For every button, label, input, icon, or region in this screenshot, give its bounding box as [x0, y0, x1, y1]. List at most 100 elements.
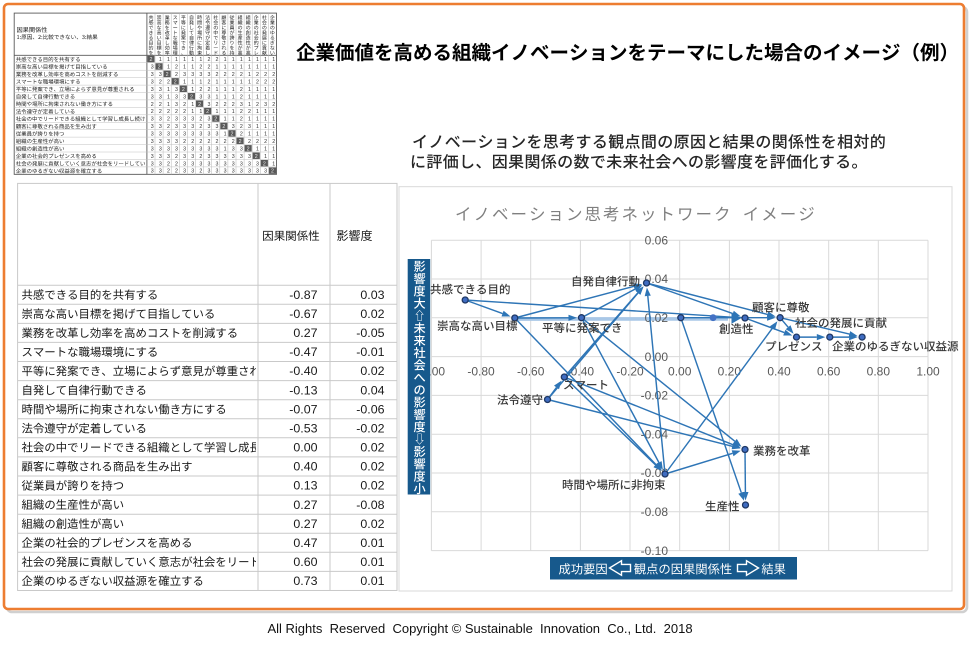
svg-text:1: 1 [264, 87, 267, 93]
svg-text:3: 3 [191, 154, 194, 160]
svg-text:1: 1 [216, 87, 219, 93]
svg-text:2: 2 [167, 79, 170, 85]
svg-text:1: 1 [216, 65, 219, 71]
svg-text:3: 3 [248, 154, 251, 160]
svg-text:3: 3 [183, 94, 186, 100]
svg-text:1: 1 [224, 79, 227, 85]
svg-text:3: 3 [207, 72, 210, 78]
svg-text:0.27: 0.27 [293, 517, 317, 531]
svg-text:2: 2 [216, 102, 219, 108]
svg-text:1: 1 [272, 109, 275, 115]
svg-text:2: 2 [199, 124, 202, 130]
svg-text:3: 3 [216, 169, 219, 175]
svg-text:2: 2 [255, 154, 258, 160]
svg-text:3: 3 [183, 146, 186, 152]
svg-text:2: 2 [182, 87, 185, 93]
svg-text:-0.67: -0.67 [289, 307, 317, 321]
svg-text:1: 1 [224, 94, 227, 100]
svg-text:3: 3 [175, 139, 178, 145]
svg-text:1: 1 [272, 87, 275, 93]
svg-text:3: 3 [216, 132, 219, 138]
svg-text:3: 3 [183, 124, 186, 130]
svg-text:3: 3 [151, 146, 154, 152]
svg-text:1: 1 [199, 109, 202, 115]
svg-text:1: 1 [240, 57, 243, 63]
svg-text:1: 1 [224, 87, 227, 93]
svg-text:3: 3 [175, 94, 178, 100]
svg-text:-0.47: -0.47 [289, 345, 317, 359]
svg-text:2: 2 [175, 161, 178, 167]
svg-text:0.02: 0.02 [360, 517, 384, 531]
svg-text:3: 3 [264, 169, 267, 175]
svg-text:3: 3 [151, 87, 154, 93]
svg-text:3: 3 [224, 161, 227, 167]
svg-text:3: 3 [240, 102, 243, 108]
svg-text:2: 2 [224, 102, 227, 108]
svg-text:3: 3 [207, 146, 210, 152]
svg-text:2: 2 [175, 169, 178, 175]
svg-text:2: 2 [240, 72, 243, 78]
svg-text:2: 2 [216, 57, 219, 63]
svg-text:1: 1 [232, 117, 235, 123]
svg-text:3: 3 [159, 139, 162, 145]
svg-text:3: 3 [175, 87, 178, 93]
svg-text:1: 1 [248, 102, 251, 108]
svg-text:3: 3 [159, 72, 162, 78]
svg-text:0.02: 0.02 [360, 364, 384, 378]
svg-text:0.13: 0.13 [293, 479, 317, 493]
svg-text:3: 3 [191, 72, 194, 78]
svg-text:2: 2 [175, 72, 178, 78]
svg-text:1: 1 [256, 109, 259, 115]
svg-text:3: 3 [175, 124, 178, 130]
svg-text:2: 2 [190, 94, 193, 100]
svg-text:3: 3 [183, 154, 186, 160]
svg-text:1: 1 [191, 87, 194, 93]
svg-text:1: 1 [264, 132, 267, 138]
svg-text:3: 3 [159, 124, 162, 130]
svg-text:3: 3 [207, 161, 210, 167]
svg-text:1: 1 [256, 132, 259, 138]
svg-text:3: 3 [151, 169, 154, 175]
svg-text:1: 1 [272, 94, 275, 100]
svg-text:All Rights Reserved Copyrigh: All Rights Reserved Copyright © Sustaina… [267, 621, 692, 636]
svg-text:2: 2 [272, 79, 275, 85]
svg-text:3: 3 [159, 87, 162, 93]
svg-text:1: 1 [248, 79, 251, 85]
svg-text:1: 1 [256, 117, 259, 123]
svg-text:1: 1 [264, 154, 267, 160]
svg-text:1: 1 [248, 94, 251, 100]
svg-text:1: 1 [248, 65, 251, 71]
svg-text:0.60: 0.60 [293, 555, 317, 569]
svg-text:3: 3 [216, 146, 219, 152]
svg-text:1: 1 [183, 65, 186, 71]
svg-text:0.40: 0.40 [767, 365, 791, 379]
svg-text:-0.60: -0.60 [517, 365, 545, 379]
svg-text:3: 3 [232, 169, 235, 175]
svg-text:3: 3 [151, 72, 154, 78]
svg-text:3: 3 [256, 169, 259, 175]
svg-text:3: 3 [175, 102, 178, 108]
svg-text:2: 2 [232, 72, 235, 78]
svg-text:3: 3 [199, 132, 202, 138]
svg-text:3: 3 [151, 117, 154, 123]
svg-text:2: 2 [263, 161, 266, 167]
svg-text:2: 2 [167, 124, 170, 130]
svg-text:1: 1 [264, 94, 267, 100]
svg-text:2: 2 [264, 72, 267, 78]
svg-text:3: 3 [207, 94, 210, 100]
svg-text:3: 3 [240, 146, 243, 152]
svg-text:1: 1 [224, 109, 227, 115]
svg-text:1: 1 [232, 94, 235, 100]
svg-text:0.02: 0.02 [360, 307, 384, 321]
svg-text:2: 2 [159, 102, 162, 108]
svg-text:3: 3 [240, 169, 243, 175]
svg-text:2: 2 [151, 109, 154, 115]
svg-text:0.00: 0.00 [645, 350, 669, 364]
svg-text:3: 3 [151, 65, 154, 71]
svg-text:1: 1 [272, 132, 275, 138]
svg-text:-0.07: -0.07 [289, 402, 317, 416]
svg-text:1: 1 [248, 132, 251, 138]
svg-text:1: 1 [272, 124, 275, 130]
svg-text:2: 2 [248, 109, 251, 115]
svg-text:3: 3 [232, 154, 235, 160]
